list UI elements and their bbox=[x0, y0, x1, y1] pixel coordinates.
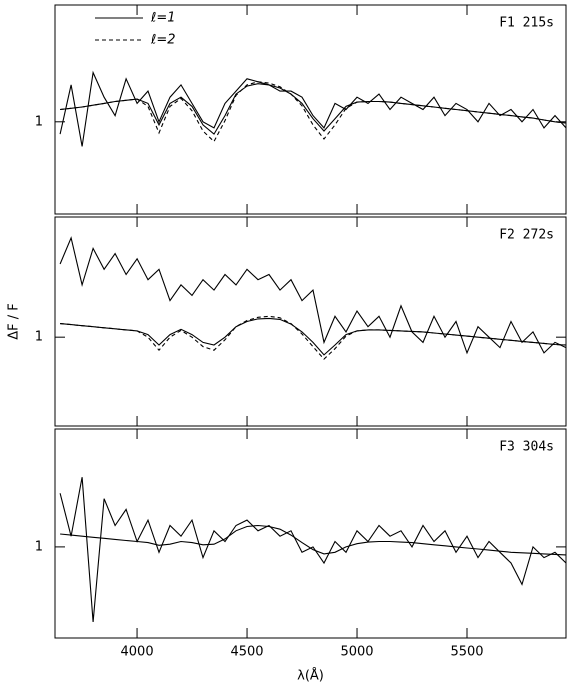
spectrum-line bbox=[60, 81, 567, 143]
spectrum-line bbox=[59, 236, 567, 355]
spectrum-line bbox=[59, 70, 567, 147]
x-tick-label: 5000 bbox=[340, 645, 373, 660]
panel-frame bbox=[54, 216, 567, 427]
y-axis-label: ΔF / F bbox=[7, 303, 22, 340]
spectrum-line bbox=[60, 317, 567, 356]
legend-label: ℓ=1 bbox=[150, 11, 176, 26]
x-tick-label: 4000 bbox=[121, 645, 154, 660]
spectrum-line bbox=[60, 524, 567, 556]
x-tick-label: 4500 bbox=[230, 645, 263, 660]
spectrum-line bbox=[59, 477, 567, 622]
spectrum-line bbox=[60, 315, 567, 360]
spectrum-line bbox=[60, 83, 567, 135]
y-tick-label: 1 bbox=[35, 539, 43, 554]
legend-label: ℓ=2 bbox=[150, 33, 176, 48]
panel-frame bbox=[54, 428, 567, 639]
panel-label: F2 272s bbox=[499, 228, 554, 243]
y-tick-label: 1 bbox=[35, 330, 43, 345]
panel-frame bbox=[54, 4, 567, 215]
panel-label: F1 215s bbox=[499, 16, 554, 31]
x-axis-label: λ(Å) bbox=[297, 668, 324, 684]
panel-label: F3 304s bbox=[499, 440, 554, 455]
x-tick-label: 5500 bbox=[450, 645, 483, 660]
y-tick-label: 1 bbox=[35, 114, 43, 129]
